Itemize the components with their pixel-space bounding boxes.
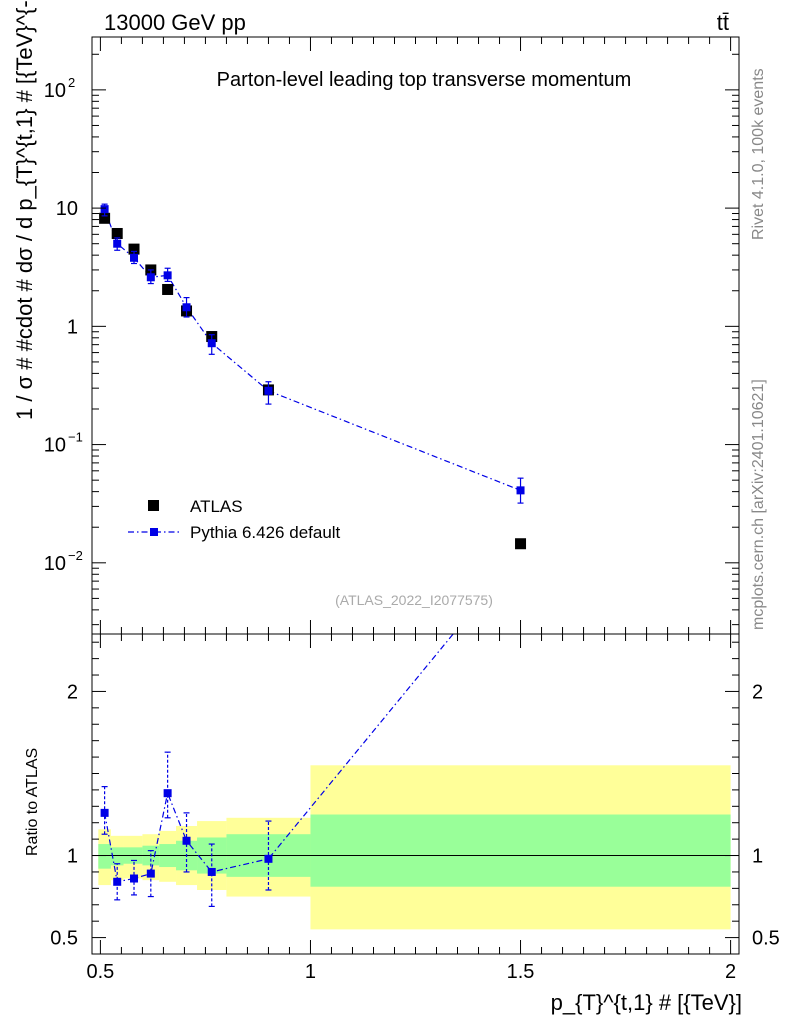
ratio-x-tick-label: 1: [305, 961, 316, 983]
pythia-point: [516, 486, 525, 495]
pythia-point: [130, 253, 139, 262]
ratio-plot: 0.5 1 1.5 2 0.5 0.5 1 1 2 2 Ratio to ATLAS p_{T}^…: [24, 633, 780, 1015]
ratio-y-tick-label-right: 1: [752, 846, 763, 868]
main-y-tick-label: 10: [44, 435, 66, 457]
main-plot-frame: [91, 36, 740, 635]
main-y-tick-exponent: −2: [68, 548, 83, 563]
pythia-point: [100, 205, 109, 214]
atlas-point: [99, 212, 111, 224]
pythia-point: [207, 339, 216, 348]
ratio-y-tick-label-right: 0.5: [752, 928, 780, 950]
pythia-point: [163, 271, 172, 280]
ratio-y-tick-label: 1: [67, 846, 78, 868]
ratio-point: [113, 877, 122, 886]
ratio-band-green: [110, 847, 124, 866]
main-title: Parton-level leading top transverse mome…: [217, 69, 632, 91]
ratio-band-green: [98, 844, 111, 869]
legend: ATLAS Pythia 6.426 default: [128, 497, 341, 542]
pythia-point: [146, 273, 155, 282]
ratio-y-tick-label: 0.5: [50, 928, 78, 950]
main-y-tick-label: 10: [44, 80, 66, 102]
main-y-tick-label: 1: [67, 316, 78, 338]
atlas-point: [515, 538, 527, 550]
legend-pythia-marker: [150, 528, 158, 536]
legend-atlas-label: ATLAS: [190, 497, 243, 516]
ratio-point: [100, 808, 109, 817]
main-y-tick-exponent: 2: [68, 75, 75, 90]
x-axis-label: p_{T}^{t,1} # [{TeV}]: [551, 990, 742, 1015]
ratio-x-tick-label: 1.5: [507, 961, 535, 983]
ratio-point: [207, 867, 216, 876]
main-y-tick-label: 10: [56, 198, 78, 220]
ratio-point: [130, 874, 139, 883]
energy-label: 13000 GeV pp: [104, 10, 246, 35]
ratio-y-tick-label-right: 2: [752, 681, 763, 703]
atlas-point: [128, 243, 140, 255]
ratio-point: [182, 836, 191, 845]
main-y-tick-exponent: −1: [68, 430, 83, 445]
legend-atlas-marker: [148, 500, 159, 511]
rivet-label: Rivet 4.1.0, 100k events: [750, 68, 767, 240]
analysis-tag: (ATLAS_2022_I2077575): [335, 592, 493, 608]
pythia-point: [113, 239, 122, 248]
atlas-point: [162, 283, 174, 295]
ratio-x-tick-label: 0.5: [86, 961, 114, 983]
ratio-series-group: [100, 634, 454, 908]
ratio-point: [146, 869, 155, 878]
ratio-x-tick-label: 2: [725, 961, 736, 983]
pythia-point: [182, 303, 191, 312]
pythia-point: [264, 386, 273, 395]
process-label: tt̄: [717, 10, 729, 35]
ratio-band-green: [310, 814, 731, 887]
ratio-point: [163, 789, 172, 798]
legend-pythia-label: Pythia 6.426 default: [190, 523, 341, 542]
ratio-y-axis-label: Ratio to ATLAS: [24, 748, 41, 856]
ratio-y-tick-label: 2: [67, 681, 78, 703]
main-y-axis-label: 1 / σ # #cdot # dσ / d p_{T}^{t,1} # [{T…: [12, 0, 37, 420]
site-label: mcplots.cern.ch [arXiv:2401.10621]: [750, 379, 767, 630]
atlas-point: [111, 227, 123, 239]
pythia-series-line: [104, 208, 521, 491]
main-y-tick-label: 10: [44, 553, 66, 575]
ratio-point: [264, 854, 273, 863]
